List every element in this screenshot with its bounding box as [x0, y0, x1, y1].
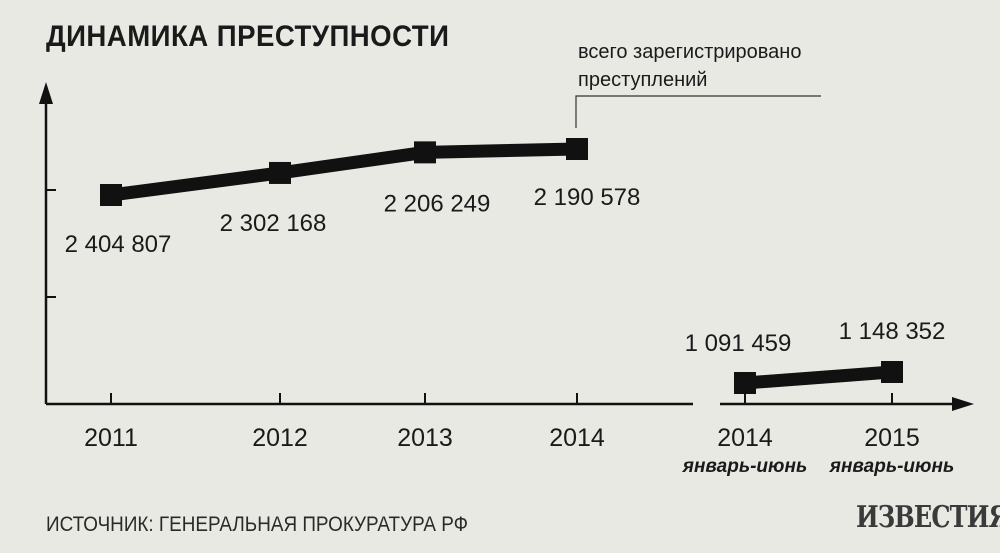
legend-line-2: преступлений: [578, 69, 707, 91]
legend-callout-line: [575, 95, 821, 128]
chart-marks: 2 404 807 2011 2 302 168 2012 2 206 249 2013 2…: [65, 138, 954, 477]
halfyear-data-point: [881, 361, 903, 383]
halfyear-period-label: январь-июнь: [682, 456, 807, 477]
legend-line-1: всего зарегистрировано: [578, 41, 801, 63]
halfyear-period-label: январь-июнь: [829, 456, 954, 477]
annual-x-tick-label: 2012: [252, 424, 308, 452]
annual-x-tick-label: 2013: [397, 424, 453, 452]
annual-data-label: 2 190 578: [534, 184, 641, 211]
annual-data-label: 2 302 168: [220, 210, 327, 237]
annual-data-point: [414, 141, 436, 164]
halfyear-series-line: [744, 365, 893, 390]
annual-data-label: 2 404 807: [65, 231, 172, 258]
halfyear-data-label: 1 091 459: [685, 330, 792, 357]
annual-x-tick-label: 2014: [549, 424, 605, 452]
y-axis-arrow: [39, 82, 53, 104]
x-axis-arrow: [952, 397, 974, 411]
annual-data-point: [269, 161, 291, 184]
halfyear-x-tick-label: 2015: [864, 424, 920, 452]
annual-series-line: [110, 142, 578, 202]
annual-data-point: [100, 184, 122, 206]
chart-title: ДИНАМИКА ПРЕСТУПНОСТИ: [46, 20, 450, 53]
source-note: ИСТОЧНИК: ГЕНЕРАЛЬНАЯ ПРОКУРАТУРА РФ: [46, 513, 469, 536]
annual-data-point: [566, 138, 588, 160]
halfyear-data-label: 1 148 352: [839, 318, 946, 345]
halfyear-x-tick-label: 2014: [717, 424, 773, 452]
annual-x-tick-label: 2011: [84, 424, 138, 452]
izvestia-logo: ИЗВЕСТИЯ: [856, 500, 1000, 535]
halfyear-data-point: [734, 372, 756, 394]
annual-data-label: 2 206 249: [384, 190, 491, 217]
